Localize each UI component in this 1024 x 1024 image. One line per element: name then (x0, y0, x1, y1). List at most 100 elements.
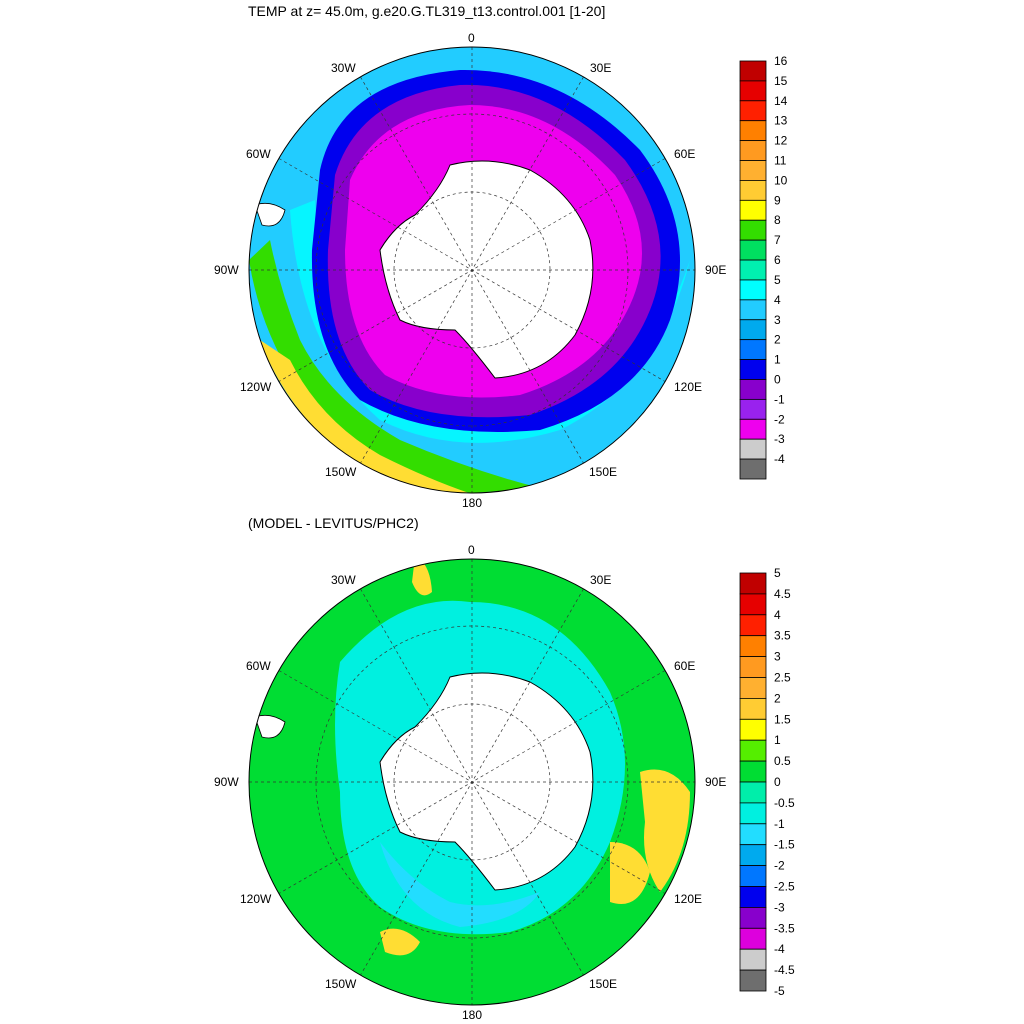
top-colorbar-label: -1 (774, 392, 785, 406)
bottom-colorbar-box (739, 760, 767, 783)
top-south-america (254, 202, 286, 227)
bottom-colorbar-label: -2 (774, 859, 785, 873)
top-panel-title: TEMP at z= 45.0m, g.e20.G.TL319_t13.cont… (248, 3, 606, 19)
bottom-colorbar-label: 2 (774, 691, 781, 705)
top-lon-30w: 30W (331, 61, 356, 75)
top-green-edge (249, 240, 540, 493)
bottom-lon-150w: 150W (325, 977, 357, 991)
top-warm-edge (260, 340, 472, 493)
top-colorbar-label: 12 (774, 134, 788, 148)
top-colorbar-label: 0 (774, 372, 781, 386)
top-colorbar-label: 13 (774, 114, 788, 128)
top-colorbar-box (739, 60, 767, 82)
bottom-colorbar-label: 1 (774, 733, 781, 747)
top-colorbar-box (739, 458, 767, 480)
bottom-south-america (254, 714, 286, 739)
bottom-colorbar-box (739, 739, 767, 762)
bottom-colorbar-label: -5 (774, 984, 785, 998)
bottom-colorbar-box (739, 677, 767, 699)
top-colorbar-label: 14 (774, 94, 788, 108)
top-colorbar-box (739, 100, 767, 122)
bottom-colorbar-box (739, 969, 767, 992)
bottom-colorbar-label: 4 (774, 608, 781, 622)
top-colorbar-label: 5 (774, 273, 781, 287)
top-colorbar-label: 2 (774, 333, 781, 347)
bottom-lon-120w: 120W (240, 892, 272, 906)
top-colorbar-box (739, 160, 767, 181)
top-colorbar-box (739, 219, 767, 241)
bottom-colorbar-box (739, 844, 767, 867)
bottom-colorbar: 5 4.5 4 3.5 3 2.5 2 1.5 1 0.5 0 -0.5 -1 -1.5 -2 -2.5 -3 -… (739, 566, 795, 998)
top-lon-30e: 30E (590, 61, 612, 75)
bottom-colorbar-box (739, 802, 767, 825)
top-colorbar-box (739, 259, 767, 281)
top-colorbar-box (739, 438, 767, 460)
bottom-antarctica (379, 672, 594, 891)
top-colorbar-box (739, 80, 767, 102)
bottom-colorbar-label: -2.5 (774, 880, 795, 894)
top-colorbar-box (739, 140, 767, 161)
bottom-lon-60w: 60W (246, 659, 271, 673)
top-lon-0: 0 (468, 31, 475, 45)
bottom-colorbar-box (739, 906, 767, 929)
bottom-lon-180: 180 (462, 1008, 483, 1022)
bottom-lon-150e: 150E (589, 977, 618, 991)
bottom-lon-30e: 30E (590, 573, 612, 587)
top-lon-180: 180 (462, 496, 483, 510)
bottom-colorbar-box (739, 886, 767, 908)
top-colorbar-box (739, 199, 767, 221)
top-colorbar-label: 6 (774, 253, 781, 267)
bottom-panel: (MODEL - LEVITUS/PHC2) (0, 512, 1024, 1024)
top-colorbar-box (739, 239, 767, 261)
top-lon-60w: 60W (246, 147, 271, 161)
top-lon-150w: 150W (325, 465, 357, 479)
top-colorbar-box (739, 319, 767, 341)
bottom-lon-90w: 90W (214, 775, 239, 789)
bottom-colorbar-label: -3.5 (774, 921, 795, 935)
top-colorbar-box (739, 398, 767, 420)
bottom-lon-120e: 120E (674, 892, 703, 906)
bottom-colorbar-label: -4 (774, 942, 785, 956)
top-colorbar-label: -2 (774, 412, 785, 426)
top-lon-90w: 90W (214, 263, 239, 277)
bottom-colorbar-box (739, 635, 767, 657)
top-colorbar-label: 11 (774, 154, 787, 168)
bottom-colorbar-label: 3.5 (774, 629, 791, 643)
bottom-colorbar-label: 0.5 (774, 754, 791, 768)
top-lon-150e: 150E (589, 465, 618, 479)
bottom-colorbar-box (739, 865, 767, 887)
bottom-colorbar-box (739, 948, 767, 971)
top-colorbar-label: -3 (774, 432, 785, 446)
top-antarctica (379, 160, 594, 379)
top-lon-90e: 90E (705, 263, 727, 277)
bottom-lon-30w: 30W (331, 573, 356, 587)
bottom-colorbar-box (739, 718, 767, 741)
bottom-colorbar-box (739, 614, 767, 637)
bottom-colorbar-label: -0.5 (774, 796, 795, 810)
bottom-polar-map: 5 4.5 4 3.5 3 2.5 2 1.5 1 0.5 0 -0.5 -1 -1.5 -2 -2.5 -3 -… (248, 558, 795, 1006)
bottom-warm-patch-southeast (610, 842, 650, 904)
bottom-panel-title: (MODEL - LEVITUS/PHC2) (248, 515, 419, 531)
bottom-lon-60e: 60E (674, 659, 696, 673)
top-lon-60e: 60E (674, 147, 696, 161)
bottom-colorbar-box (739, 697, 767, 720)
bottom-colorbar-label: 1.5 (774, 712, 791, 726)
bottom-colorbar-label: 2.5 (774, 671, 791, 685)
top-panel: TEMP at z= 45.0m, g.e20.G.TL319_t13.cont… (214, 3, 788, 510)
bottom-colorbar-label: -1 (774, 817, 785, 831)
top-colorbar-label: 10 (774, 173, 788, 187)
top-colorbar-box (739, 299, 767, 321)
bottom-warm-patch-east (640, 769, 690, 892)
top-colorbar-box (739, 339, 767, 360)
top-lon-120e: 120E (674, 380, 703, 394)
top-colorbar-box (739, 180, 767, 201)
bottom-warm-patch-south (380, 928, 420, 956)
bottom-colorbar-label: -1.5 (774, 838, 795, 852)
top-colorbar-label: 7 (774, 233, 781, 247)
top-colorbar-box (739, 279, 767, 301)
bottom-colorbar-box (739, 593, 767, 616)
top-colorbar-box (739, 359, 767, 380)
top-colorbar-label: 16 (774, 54, 788, 68)
